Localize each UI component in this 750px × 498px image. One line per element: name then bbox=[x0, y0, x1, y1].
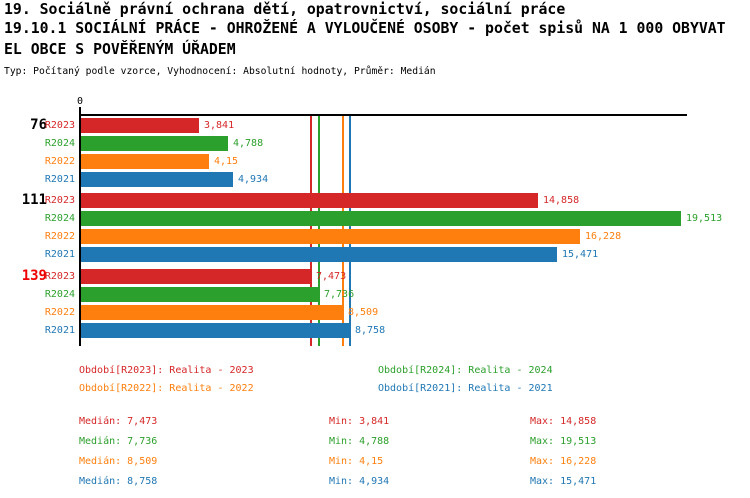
stat-median-R2024: Medián: 7,736 bbox=[79, 436, 158, 447]
bar-value-R2024-111: 19,513 bbox=[686, 213, 723, 224]
bar-R2024-111 bbox=[81, 211, 681, 226]
stat-median-R2021: Medián: 8,758 bbox=[79, 476, 158, 487]
series-label-R2021-139: R2021 bbox=[44, 325, 75, 336]
value-axis-line bbox=[79, 114, 687, 116]
series-label-R2023-139: R2023 bbox=[44, 271, 75, 282]
legend-item-R2022: Období[R2022]: Realita - 2022 bbox=[79, 383, 254, 394]
bar-value-R2023-111: 14,858 bbox=[543, 195, 580, 206]
series-label-R2023-111: R2023 bbox=[44, 195, 75, 206]
series-label-R2024-111: R2024 bbox=[44, 213, 75, 224]
indicator-title-line1: 19.10.1 SOCIÁLNÍ PRÁCE - OHROŽENÉ A VYLO… bbox=[4, 20, 726, 37]
stat-max-R2022: Max: 16,228 bbox=[530, 456, 597, 467]
legend-item-R2024: Období[R2024]: Realita - 2024 bbox=[378, 365, 553, 376]
bar-value-R2024-76: 4,788 bbox=[233, 138, 264, 149]
group-label-76: 76 bbox=[30, 117, 47, 133]
bar-R2022-111 bbox=[81, 229, 580, 244]
bar-value-R2021-139: 8,758 bbox=[355, 325, 386, 336]
bar-value-R2022-76: 4,15 bbox=[214, 156, 239, 167]
bar-value-R2023-139: 7,473 bbox=[316, 271, 347, 282]
bar-value-R2021-111: 15,471 bbox=[562, 249, 599, 260]
stat-min-R2022: Min: 4,15 bbox=[329, 456, 384, 467]
report-section-title: 19. Sociálně právní ochrana dětí, opatro… bbox=[4, 1, 566, 18]
bar-R2021-139 bbox=[81, 323, 350, 338]
bar-value-R2022-139: 8,509 bbox=[348, 307, 379, 318]
bar-R2024-139 bbox=[81, 287, 319, 302]
group-label-111: 111 bbox=[21, 192, 47, 208]
series-label-R2022-111: R2022 bbox=[44, 231, 75, 242]
series-label-R2021-111: R2021 bbox=[44, 249, 75, 260]
legend-item-R2021: Období[R2021]: Realita - 2021 bbox=[378, 383, 553, 394]
stat-median-R2023: Medián: 7,473 bbox=[79, 416, 158, 427]
stat-min-R2024: Min: 4,788 bbox=[329, 436, 390, 447]
legend-item-R2023: Období[R2023]: Realita - 2023 bbox=[79, 365, 254, 376]
stat-min-R2021: Min: 4,934 bbox=[329, 476, 390, 487]
series-label-R2022-139: R2022 bbox=[44, 307, 75, 318]
bar-R2023-111 bbox=[81, 193, 538, 208]
bar-R2024-76 bbox=[81, 136, 228, 151]
chart-subtitle: Typ: Počítaný podle vzorce, Vyhodnocení:… bbox=[4, 66, 436, 77]
bar-R2023-139 bbox=[81, 269, 311, 284]
bar-R2022-76 bbox=[81, 154, 209, 169]
bar-R2023-76 bbox=[81, 118, 199, 133]
zero-tick-label: 0 bbox=[76, 96, 84, 107]
series-label-R2022-76: R2022 bbox=[44, 156, 75, 167]
bar-R2021-76 bbox=[81, 172, 233, 187]
bar-value-R2023-76: 3,841 bbox=[204, 120, 235, 131]
stat-median-R2022: Medián: 8,509 bbox=[79, 456, 158, 467]
bar-value-R2021-76: 4,934 bbox=[238, 174, 269, 185]
bar-R2021-111 bbox=[81, 247, 557, 262]
stat-min-R2023: Min: 3,841 bbox=[329, 416, 390, 427]
bar-value-R2024-139: 7,736 bbox=[324, 289, 355, 300]
series-label-R2024-76: R2024 bbox=[44, 138, 75, 149]
series-label-R2023-76: R2023 bbox=[44, 120, 75, 131]
category-axis-line bbox=[79, 107, 81, 346]
plot-area: 0 76 R2023 3,841 R2024 4,788 R2022 4,15 R2021 4,… bbox=[21, 96, 723, 346]
stat-max-R2021: Max: 15,471 bbox=[530, 476, 597, 487]
bar-R2022-139 bbox=[81, 305, 343, 320]
series-label-R2021-76: R2021 bbox=[44, 174, 75, 185]
group-label-139: 139 bbox=[21, 268, 47, 284]
stat-max-R2024: Max: 19,513 bbox=[530, 436, 597, 447]
stat-max-R2023: Max: 14,858 bbox=[530, 416, 597, 427]
bar-value-R2022-111: 16,228 bbox=[585, 231, 622, 242]
series-label-R2024-139: R2024 bbox=[44, 289, 75, 300]
indicator-title-line2: EL OBCE S POVĚŘENÝM ÚŘADEM bbox=[4, 41, 236, 58]
